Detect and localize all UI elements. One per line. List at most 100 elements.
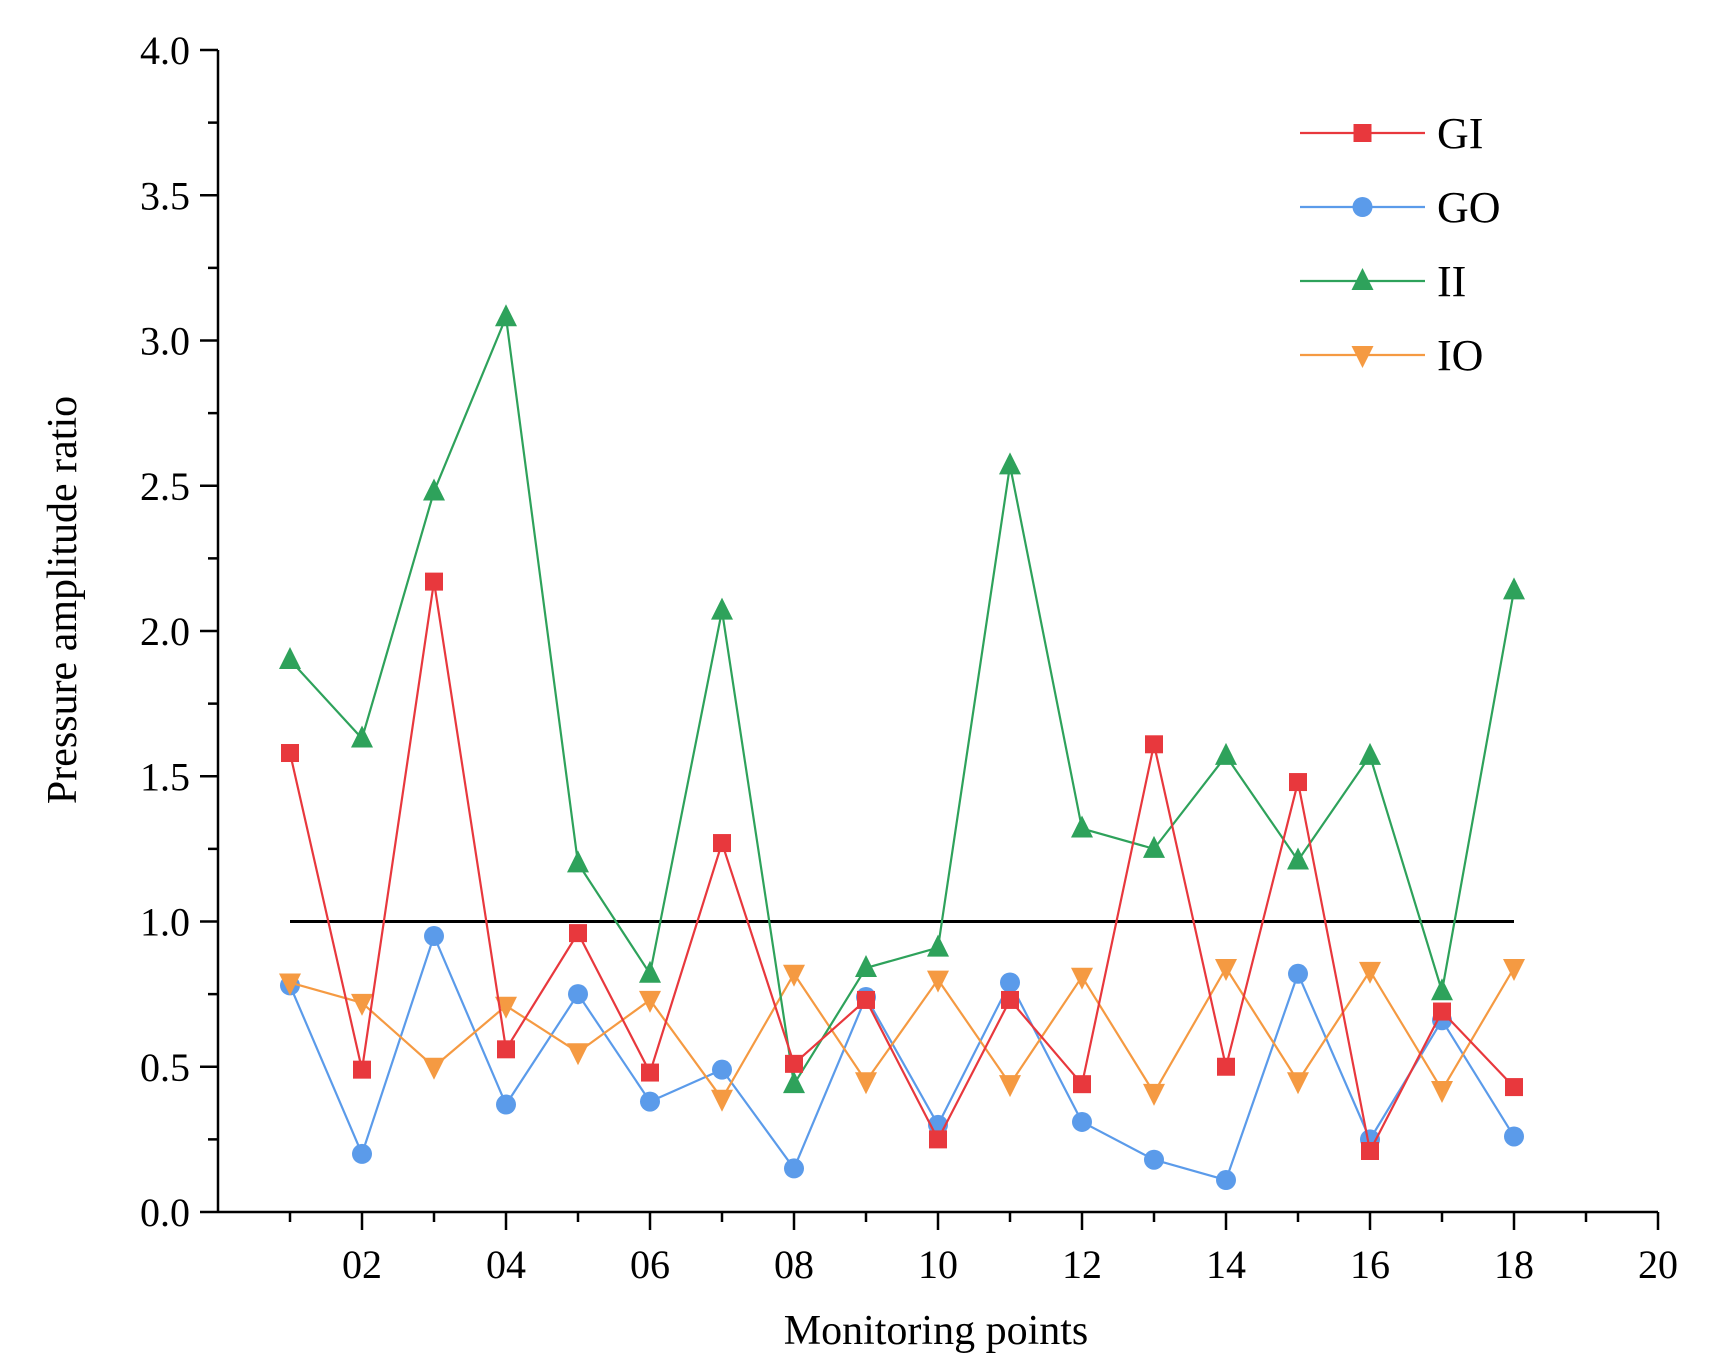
series-io-line: [289, 966, 1515, 1100]
y-tick-label: 2.5: [140, 464, 190, 509]
x-tick-label: 06: [630, 1242, 670, 1287]
data-point-io: [1071, 967, 1093, 990]
legend-marker-io: [1351, 346, 1374, 368]
data-point-gi: [1361, 1141, 1379, 1160]
data-point-ii: [711, 597, 733, 620]
data-point-io: [999, 1075, 1021, 1098]
data-point-ii: [1503, 577, 1525, 600]
data-point-gi: [425, 572, 443, 591]
y-tick-label: 2.0: [140, 609, 190, 654]
data-point-go: [1216, 1170, 1236, 1191]
x-tick-label: 04: [486, 1242, 526, 1287]
y-tick-label: 3.0: [140, 319, 190, 364]
data-point-ii: [423, 478, 445, 501]
legend-marker-go: [1352, 197, 1373, 217]
x-tick-label: 20: [1638, 1242, 1678, 1287]
x-tick-label: 02: [342, 1242, 382, 1287]
y-tick-label: 4.0: [140, 28, 190, 73]
x-tick-label: 12: [1062, 1242, 1102, 1287]
data-point-gi: [1289, 773, 1307, 792]
data-point-gi: [1505, 1078, 1523, 1097]
data-point-gi: [1001, 990, 1019, 1009]
data-point-io: [855, 1072, 877, 1095]
series-gi: [281, 572, 1523, 1160]
data-point-go: [784, 1158, 804, 1179]
data-point-gi: [1217, 1057, 1235, 1076]
data-point-io: [279, 973, 301, 996]
y-tick-label: 3.5: [140, 173, 190, 218]
x-tick-label: 14: [1206, 1242, 1246, 1287]
y-tick-label: 1.5: [140, 754, 190, 799]
data-point-io: [1359, 961, 1381, 984]
y-tick-label: 0.5: [140, 1045, 190, 1090]
data-point-io: [1287, 1072, 1309, 1095]
data-point-go: [496, 1094, 516, 1115]
data-point-go: [1072, 1111, 1092, 1132]
data-point-gi: [1433, 1002, 1451, 1021]
data-point-go: [1288, 963, 1308, 984]
data-point-go: [1000, 972, 1020, 993]
data-point-ii: [1359, 742, 1381, 765]
data-point-gi: [569, 924, 587, 943]
data-point-io: [639, 990, 661, 1013]
series-group: [279, 304, 1525, 1191]
x-tick-label: 16: [1350, 1242, 1390, 1287]
data-point-gi: [281, 744, 299, 763]
legend-item-io: IO: [1300, 331, 1483, 380]
data-point-io: [423, 1057, 445, 1080]
y-tick-label: 1.0: [140, 900, 190, 945]
series-go-line: [288, 934, 1515, 1182]
data-point-io: [567, 1043, 589, 1066]
data-point-gi: [929, 1130, 947, 1149]
data-point-gi: [1073, 1075, 1091, 1094]
data-point-ii: [495, 304, 517, 327]
series-io: [279, 958, 1525, 1112]
legend-label-ii: II: [1437, 257, 1466, 306]
data-point-go: [352, 1143, 372, 1164]
x-tick-label: 18: [1494, 1242, 1534, 1287]
data-point-go: [424, 926, 444, 947]
data-point-ii: [1071, 815, 1093, 838]
data-point-gi: [641, 1063, 659, 1082]
data-point-ii: [279, 647, 301, 670]
data-point-io: [1215, 958, 1237, 981]
data-point-io: [495, 996, 517, 1019]
data-point-ii: [639, 960, 661, 983]
legend-label-io: IO: [1437, 331, 1483, 380]
x-axis-title: Monitoring points: [784, 1308, 1089, 1354]
data-point-go: [1144, 1149, 1164, 1170]
data-point-ii: [567, 850, 589, 873]
data-point-ii: [1431, 978, 1453, 1001]
legend-label-gi: GI: [1437, 109, 1483, 158]
data-point-ii: [351, 725, 373, 748]
data-point-gi: [713, 834, 731, 853]
data-point-ii: [1143, 835, 1165, 858]
series-gi-line: [288, 580, 1515, 1153]
data-point-gi: [353, 1060, 371, 1079]
data-point-io: [1143, 1083, 1165, 1106]
data-point-io: [1503, 958, 1525, 981]
data-point-gi: [785, 1054, 803, 1073]
data-point-gi: [1145, 735, 1163, 754]
x-tick-label: 08: [774, 1242, 814, 1287]
data-point-ii: [927, 934, 949, 957]
data-point-io: [351, 993, 373, 1016]
data-point-go: [568, 984, 588, 1005]
data-point-gi: [857, 990, 875, 1009]
data-point-ii: [783, 1071, 805, 1094]
series-go: [280, 926, 1524, 1191]
data-point-ii: [999, 452, 1021, 475]
legend: GI GO II IO: [1300, 109, 1501, 380]
series-ii-line: [289, 316, 1516, 1086]
series-ii: [279, 304, 1525, 1094]
data-point-gi: [497, 1040, 515, 1059]
data-point-io: [783, 964, 805, 987]
legend-item-gi: GI: [1300, 109, 1483, 158]
x-tick-label: 10: [918, 1242, 958, 1287]
axes: 02 04 06 08 10 12 14 16 18 20 0.0 0.5 1.0 1.5 2.0 2.5 3.…: [140, 28, 1678, 1287]
legend-label-go: GO: [1437, 183, 1501, 232]
y-tick-label: 0.0: [140, 1190, 190, 1235]
data-point-ii: [1287, 847, 1309, 870]
y-axis-title: Pressure amplitude ratio: [40, 396, 86, 804]
